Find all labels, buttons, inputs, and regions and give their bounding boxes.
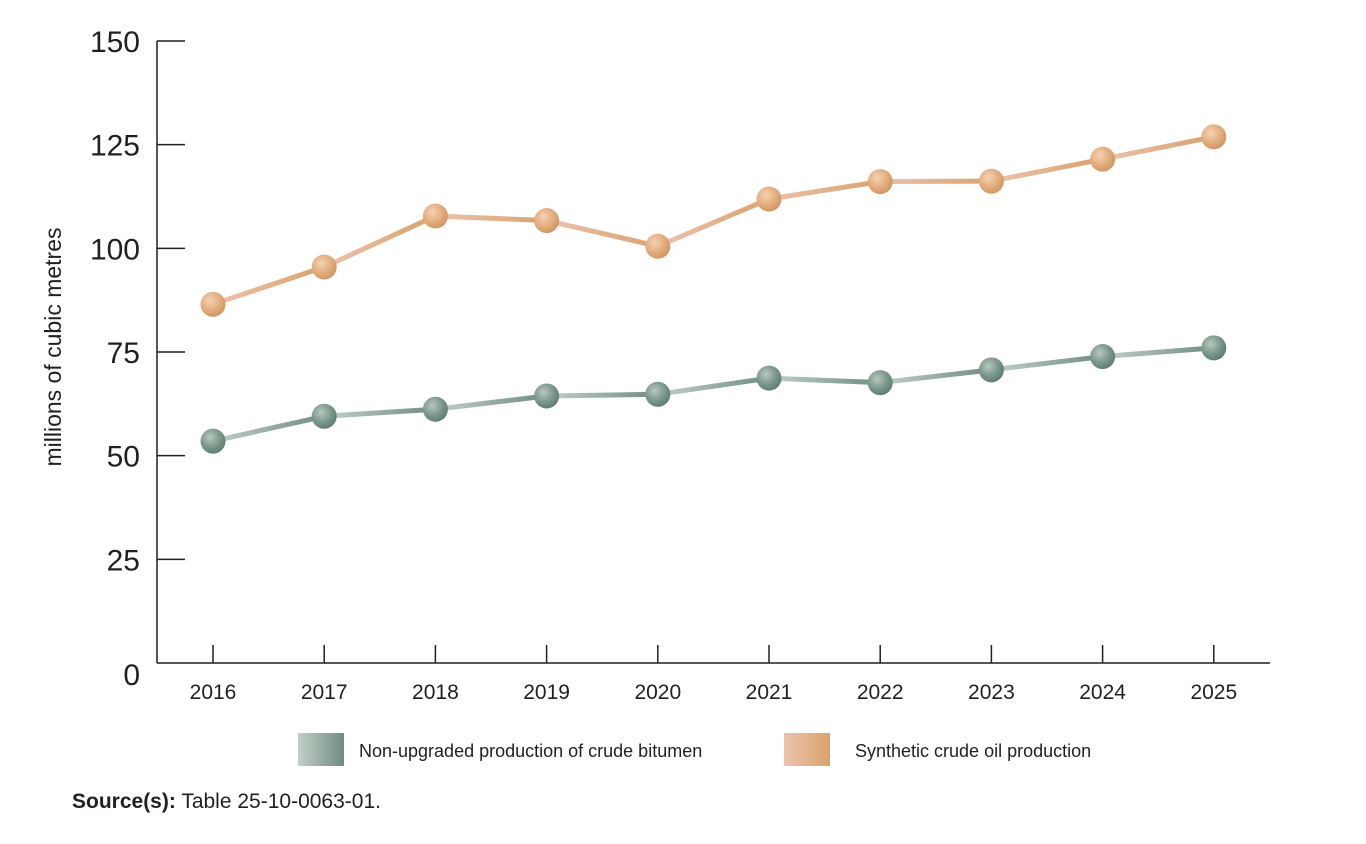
series-0-point — [645, 381, 671, 407]
series-0-point — [534, 383, 560, 409]
y-axis-ticks: 0 25 50 75 100 125 150 — [90, 26, 185, 692]
series-1-point — [1090, 146, 1116, 172]
y-tick-label: 0 — [123, 659, 140, 692]
y-tick-label: 125 — [90, 130, 140, 163]
series-1-segment — [210, 264, 327, 307]
x-tick-label: 2022 — [857, 681, 904, 704]
series-0-point — [756, 365, 782, 391]
x-tick-label: 2016 — [190, 681, 237, 704]
series-0-point — [422, 396, 448, 422]
series-0-point — [1090, 344, 1116, 370]
series-0-point — [200, 428, 226, 454]
series-1 — [200, 124, 1227, 317]
legend-swatch-1 — [784, 733, 830, 766]
series-layer — [200, 124, 1227, 454]
legend-item-1: Synthetic crude oil production — [784, 733, 1091, 766]
x-tick-label: 2024 — [1079, 681, 1126, 704]
source-note: Source(s): Table 25-10-0063-01. — [72, 790, 381, 814]
series-1-segment — [432, 213, 550, 224]
series-1-segment — [766, 179, 883, 202]
series-1-point — [1201, 124, 1227, 150]
series-1-point — [422, 203, 448, 229]
x-tick-label: 2023 — [968, 681, 1015, 704]
legend-item-0: Non-upgraded production of crude bitumen — [298, 733, 702, 766]
series-1-point — [534, 208, 560, 234]
series-1-point — [645, 233, 671, 259]
series-1-segment — [1100, 134, 1217, 162]
x-tick-label: 2018 — [412, 681, 459, 704]
series-0-segment — [544, 391, 661, 399]
legend: Non-upgraded production of crude bitumen… — [298, 733, 1091, 766]
series-1-point — [200, 291, 226, 317]
series-1-segment — [988, 156, 1106, 184]
series-0-point — [978, 357, 1004, 383]
y-tick-label: 100 — [90, 233, 140, 266]
legend-swatch-0 — [298, 733, 344, 766]
series-0-point — [867, 370, 893, 396]
x-tick-label: 2021 — [746, 681, 793, 704]
series-0-segment — [766, 375, 883, 386]
legend-label-0: Non-upgraded production of crude bitumen — [359, 741, 702, 761]
x-tick-label: 2025 — [1190, 681, 1237, 704]
x-tick-label: 2020 — [634, 681, 681, 704]
series-1-point — [867, 169, 893, 195]
series-0-segment — [988, 354, 1106, 373]
series-0-segment — [1100, 345, 1217, 360]
series-1-segment — [321, 213, 438, 270]
series-0-segment — [321, 406, 438, 419]
y-tick-label: 150 — [90, 26, 140, 59]
series-1-segment — [655, 196, 772, 249]
legend-label-1: Synthetic crude oil production — [855, 741, 1091, 761]
x-tick-label: 2017 — [301, 681, 348, 704]
series-0-point — [1201, 335, 1227, 361]
series-1-segment — [544, 218, 661, 249]
series-1-point — [756, 186, 782, 212]
series-0 — [200, 335, 1227, 454]
y-tick-label: 50 — [107, 441, 140, 474]
y-axis-title: millions of cubic metres — [40, 227, 66, 466]
series-0-segment — [877, 367, 994, 386]
source-text: Table 25-10-0063-01. — [181, 790, 381, 813]
series-0-segment — [655, 375, 772, 397]
source-label: Source(s): — [72, 790, 176, 813]
x-tick-label: 2019 — [523, 681, 570, 704]
series-0-segment — [210, 413, 327, 444]
series-0-segment — [432, 393, 550, 412]
series-0-point — [311, 403, 337, 429]
x-axis-ticks: 2016 2017 2018 2019 2020 2021 2022 2023 2024 2025 — [190, 645, 1237, 704]
series-1-point — [311, 254, 337, 280]
series-1-point — [978, 168, 1004, 194]
line-chart: 0 25 50 75 100 125 150 2016 2017 2018 2019 2020 202… — [40, 26, 1270, 766]
y-tick-label: 75 — [107, 337, 140, 370]
y-tick-label: 25 — [107, 544, 140, 577]
